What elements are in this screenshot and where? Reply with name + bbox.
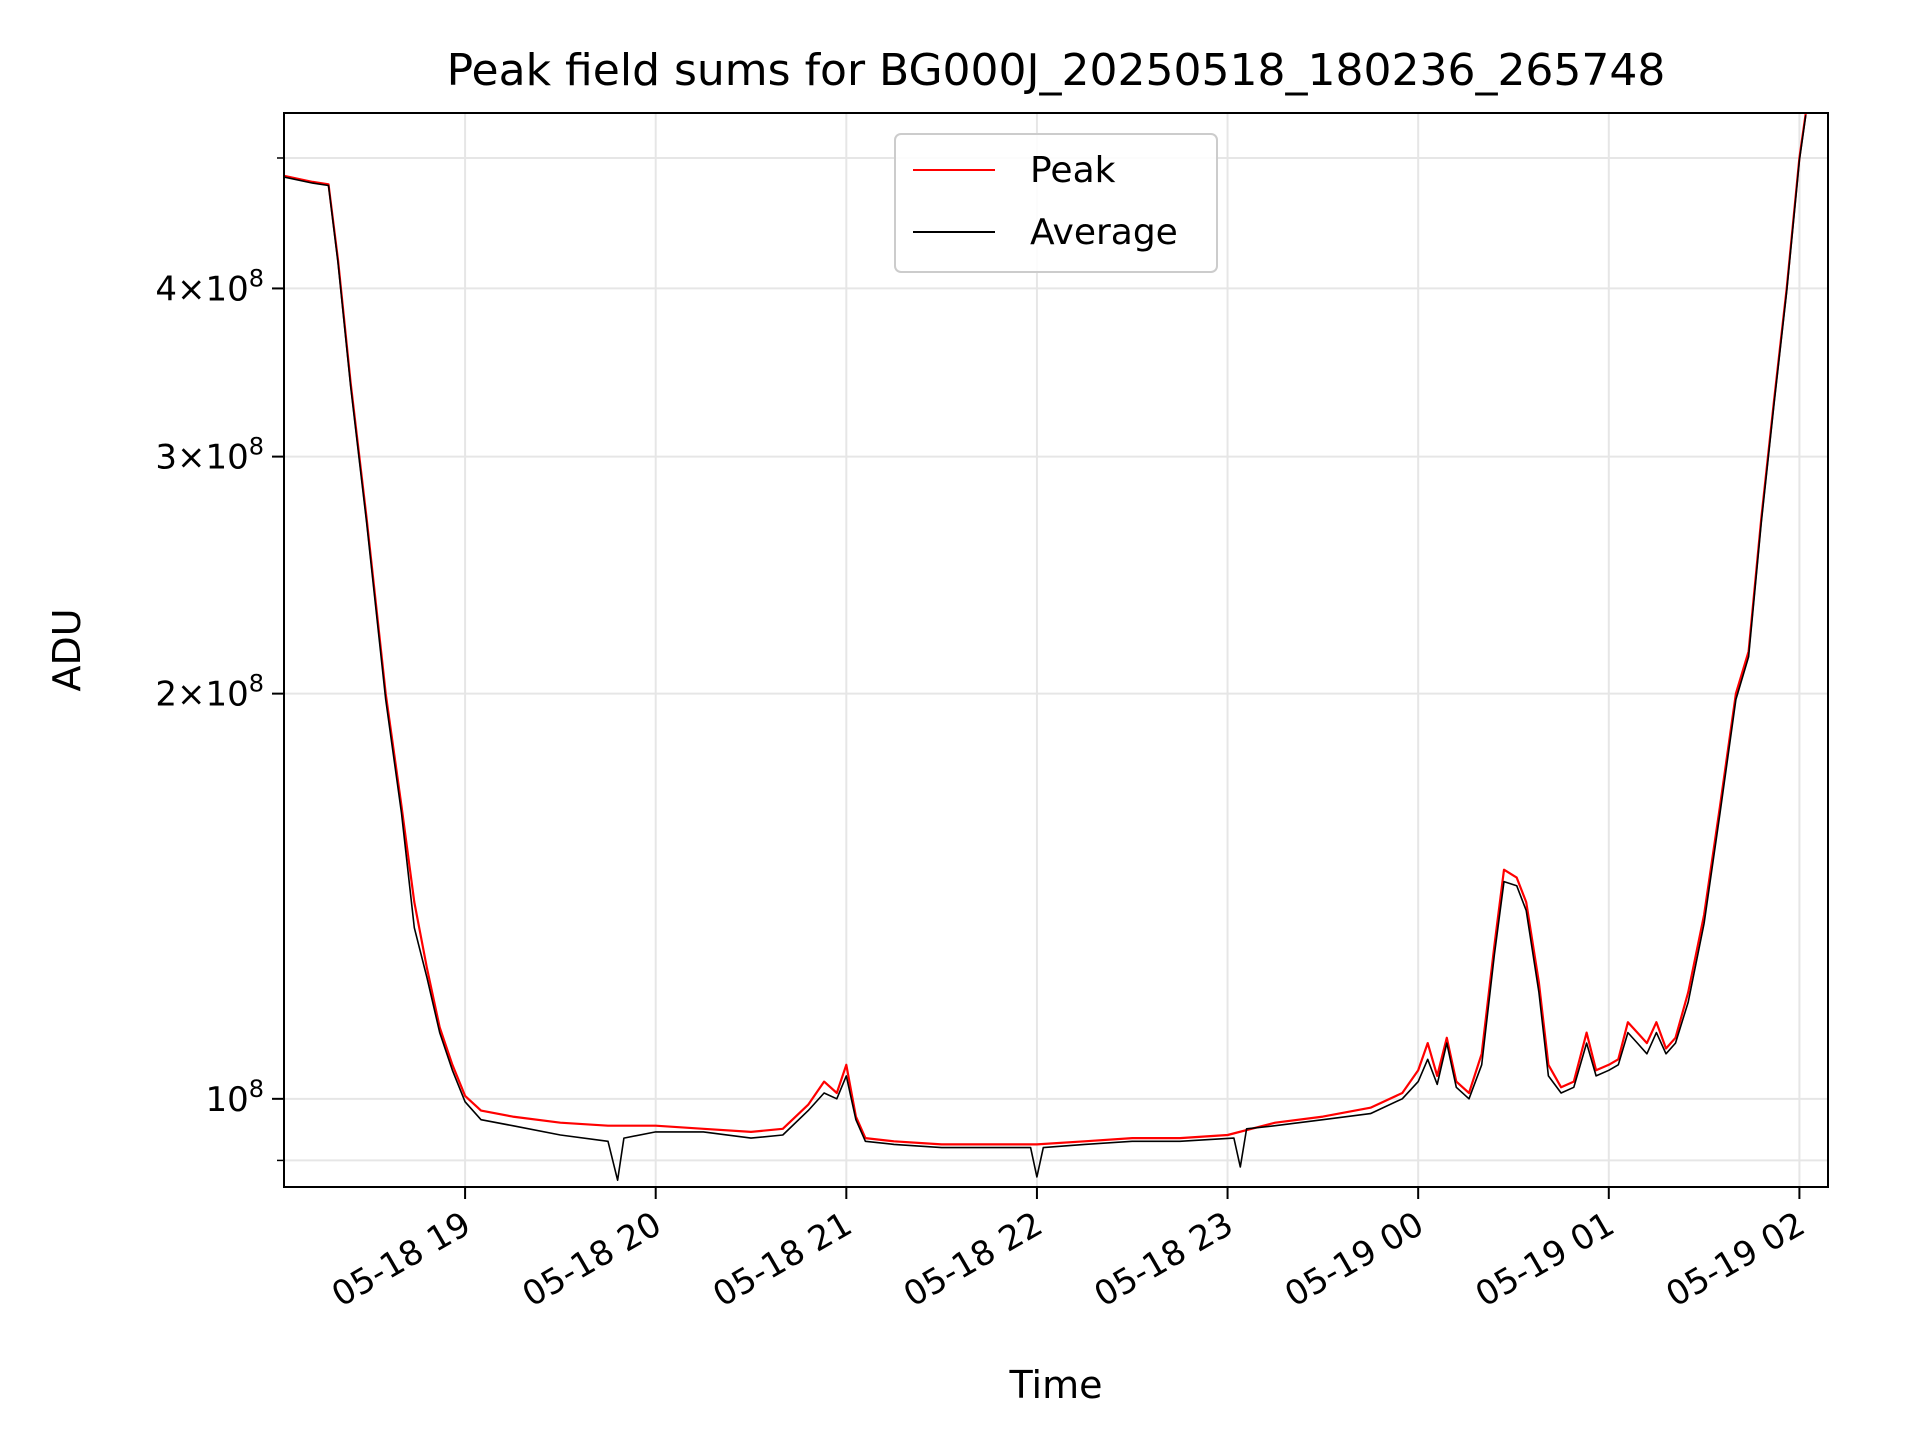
x-axis-label: Time bbox=[1009, 1363, 1103, 1407]
y-tick-base: 4×10 bbox=[155, 269, 248, 309]
legend: Peak Average bbox=[894, 133, 1218, 273]
y-tick-label: 3×108 bbox=[155, 433, 264, 478]
y-tick-exponent: 8 bbox=[249, 1075, 264, 1103]
y-axis-label: ADU bbox=[45, 608, 89, 691]
y-tick-label: 108 bbox=[205, 1075, 264, 1120]
y-tick-exponent: 8 bbox=[249, 264, 264, 292]
legend-box bbox=[894, 133, 1218, 273]
legend-label-average: Average bbox=[1030, 212, 1178, 253]
chart-title: Peak field sums for BG000J_20250518_1802… bbox=[447, 45, 1666, 96]
series-layer bbox=[284, 113, 1807, 1181]
y-tick-base: 2×10 bbox=[155, 675, 248, 715]
y-tick-label: 2×108 bbox=[155, 670, 264, 715]
y-tick-exponent: 8 bbox=[249, 670, 264, 698]
y-tick-base: 3×10 bbox=[155, 438, 248, 478]
y-tick-label: 4×108 bbox=[155, 264, 264, 309]
y-tick-base: 10 bbox=[205, 1080, 248, 1120]
y-tick-exponent: 8 bbox=[249, 433, 264, 461]
plot-frame bbox=[283, 112, 1829, 1188]
series-line-average bbox=[284, 115, 1807, 1181]
legend-label-peak: Peak bbox=[1030, 150, 1116, 191]
series-line-peak bbox=[284, 113, 1807, 1146]
